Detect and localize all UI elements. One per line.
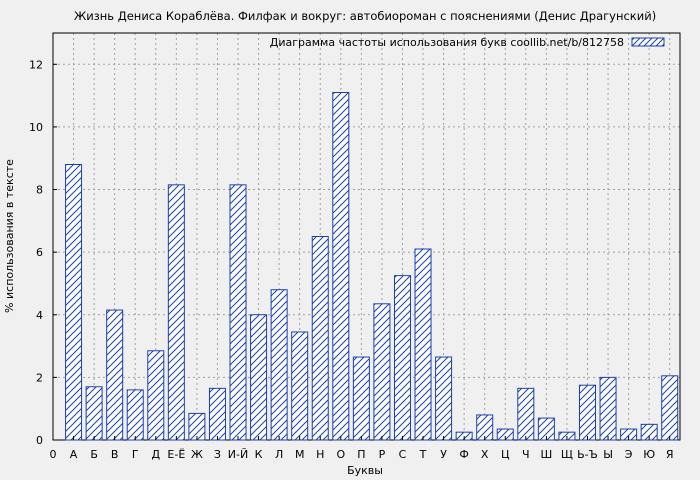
x-tick-label: Э bbox=[625, 448, 633, 461]
y-axis-ticks: 0 2 4 6 8 10 12 bbox=[29, 58, 57, 447]
x-tick-label: Ш bbox=[540, 448, 552, 461]
bar bbox=[65, 163, 83, 441]
x-tick-label: В bbox=[111, 448, 119, 461]
bar bbox=[435, 356, 453, 441]
y-tick-label: 12 bbox=[29, 58, 43, 71]
x-tick-label: Л bbox=[275, 448, 283, 461]
legend-label: Диаграмма частоты использования букв coo… bbox=[270, 36, 624, 49]
x-tick-label: Ю bbox=[643, 448, 655, 461]
x-tick-label: Ь-Ъ bbox=[577, 448, 598, 461]
x-tick-label: А bbox=[70, 448, 78, 461]
x-tick-label: Д bbox=[151, 448, 160, 461]
bar bbox=[208, 387, 226, 441]
legend: Диаграмма частоты использования букв coo… bbox=[270, 36, 665, 49]
y-tick-label: 4 bbox=[36, 309, 43, 322]
x-tick-label: Н bbox=[316, 448, 324, 461]
bar bbox=[599, 376, 617, 441]
x-tick-label: 0 bbox=[50, 448, 57, 461]
x-tick-label: П bbox=[357, 448, 365, 461]
bar bbox=[578, 384, 596, 441]
y-tick-label: 0 bbox=[36, 434, 43, 447]
x-tick-label: К bbox=[255, 448, 263, 461]
bar bbox=[147, 350, 165, 441]
bar bbox=[311, 236, 329, 441]
x-tick-label: О bbox=[336, 448, 345, 461]
bar bbox=[85, 386, 103, 441]
x-tick-label: Я bbox=[666, 448, 674, 461]
x-tick-label: Щ bbox=[561, 448, 573, 461]
bar bbox=[291, 331, 309, 441]
x-tick-label: Ч bbox=[522, 448, 530, 461]
x-tick-label: Ф bbox=[459, 448, 468, 461]
x-tick-label: Т bbox=[419, 448, 427, 461]
bar bbox=[352, 356, 370, 441]
chart-title: Жизнь Дениса Кораблёва. Филфак и вокруг:… bbox=[74, 9, 656, 23]
y-tick-label: 2 bbox=[36, 371, 43, 384]
x-tick-label: М bbox=[295, 448, 305, 461]
y-tick-label: 8 bbox=[36, 184, 43, 197]
x-tick-label: Б bbox=[90, 448, 98, 461]
x-tick-label: Ж bbox=[191, 448, 203, 461]
x-tick-label: У bbox=[440, 448, 447, 461]
bar bbox=[167, 184, 185, 441]
bar bbox=[126, 389, 144, 441]
x-tick-label: Е-Ё bbox=[167, 448, 185, 461]
x-tick-label: Х bbox=[481, 448, 489, 461]
bar bbox=[106, 309, 124, 441]
x-tick-label: Г bbox=[132, 448, 139, 461]
bar bbox=[517, 387, 535, 441]
x-axis-ticks: 0 А Б В Г Д Е-Ё Ж З И-Й К Л М Н О П Р С Т У Ф Х Ц Ч Ш Щ Ь-Ъ Ы Э Ю Я bbox=[50, 436, 674, 461]
bar-series bbox=[65, 91, 679, 441]
x-tick-label: Р bbox=[379, 448, 386, 461]
bar bbox=[661, 375, 679, 441]
bar bbox=[393, 275, 411, 441]
legend-swatch bbox=[631, 37, 665, 47]
bar bbox=[332, 91, 350, 441]
bar bbox=[414, 248, 432, 441]
bar bbox=[250, 314, 268, 441]
x-tick-label: Ы bbox=[603, 448, 613, 461]
bar bbox=[373, 303, 391, 441]
bar bbox=[270, 289, 288, 441]
x-tick-label: С bbox=[399, 448, 407, 461]
x-tick-label: Ц bbox=[501, 448, 510, 461]
y-tick-label: 10 bbox=[29, 121, 43, 134]
y-tick-label: 6 bbox=[36, 246, 43, 259]
x-tick-label: И-Й bbox=[228, 448, 248, 461]
bar bbox=[229, 184, 247, 441]
y-axis-label: % использования в тексте bbox=[3, 159, 16, 313]
x-tick-label: З bbox=[214, 448, 221, 461]
x-axis-label: Буквы bbox=[347, 464, 383, 477]
